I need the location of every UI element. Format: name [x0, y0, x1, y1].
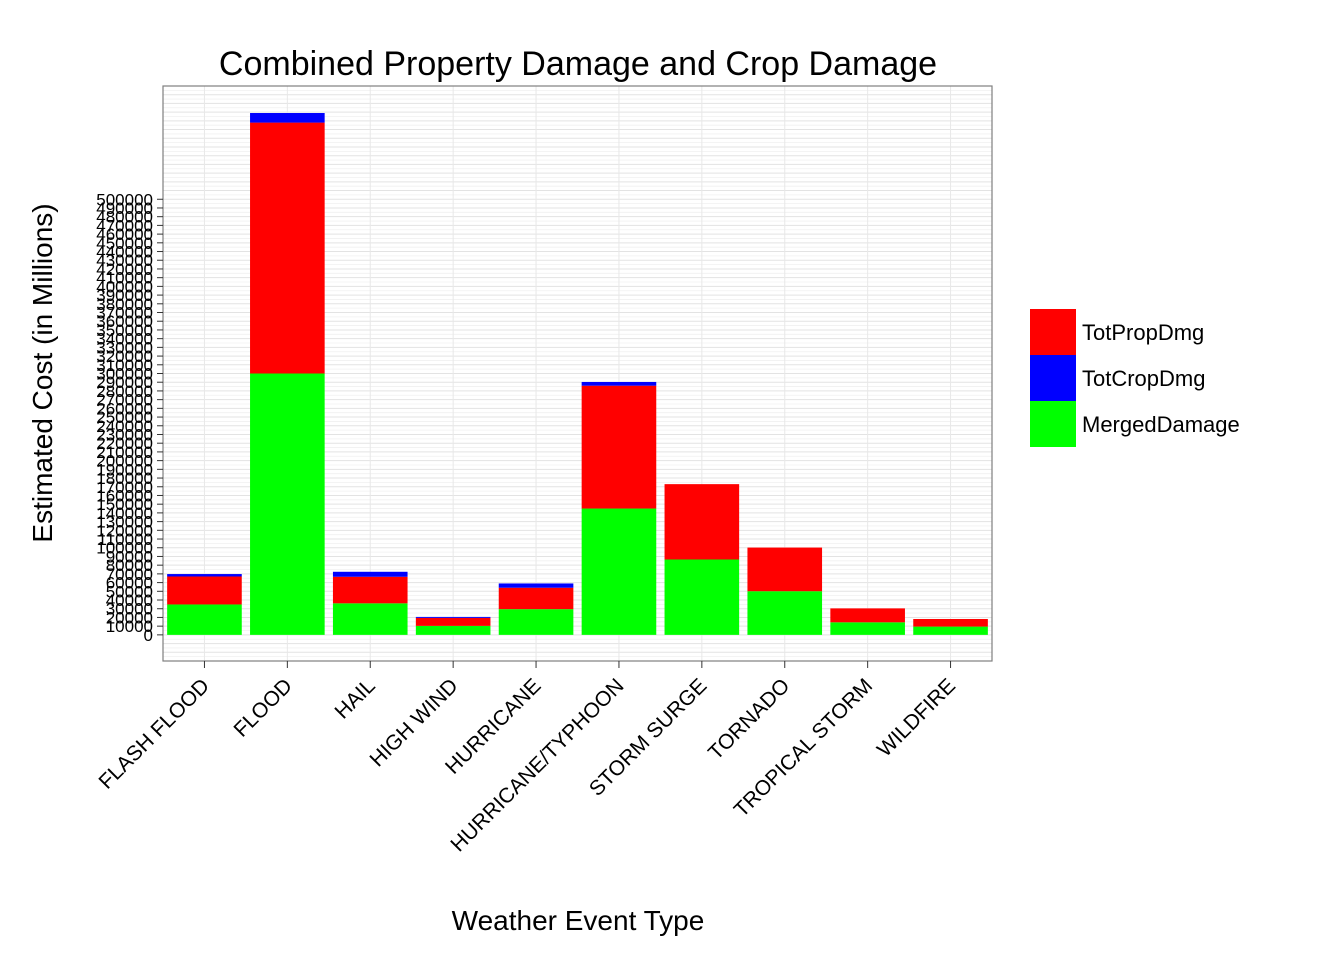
x-tick-label: HAIL [331, 674, 380, 723]
bar-totcropdmg-4 [498, 583, 574, 588]
bar-mergeddamage-5 [581, 508, 657, 635]
y-tick-label: 310000 [96, 356, 153, 375]
x-tick-label: TROPICAL STORM [730, 674, 877, 821]
y-tick-label: 480000 [96, 208, 153, 227]
y-axis: 0100002000030000400005000060000700008000… [96, 190, 163, 645]
chart-title: Combined Property Damage and Crop Damage [219, 45, 937, 83]
y-tick-label: 410000 [96, 269, 153, 288]
y-tick-label: 420000 [96, 260, 153, 279]
y-tick-label: 350000 [96, 321, 153, 340]
bars [167, 113, 988, 635]
y-tick-label: 160000 [96, 486, 153, 505]
y-tick-label: 200000 [96, 452, 153, 471]
y-tick-label: 50000 [106, 582, 153, 601]
legend-label: MergedDamage [1082, 412, 1240, 437]
legend-key [1030, 401, 1076, 447]
bar-mergeddamage-6 [664, 559, 740, 635]
y-tick-label: 60000 [106, 574, 153, 593]
y-tick-label: 460000 [96, 225, 153, 244]
y-tick-label: 70000 [106, 565, 153, 584]
bar-totpropdmg-3 [415, 617, 491, 626]
y-tick-label: 450000 [96, 234, 153, 253]
y-tick-label: 220000 [96, 434, 153, 453]
legend-key [1030, 355, 1076, 401]
y-tick-label: 260000 [96, 399, 153, 418]
bar-mergeddamage-7 [747, 591, 823, 635]
y-tick-label: 290000 [96, 373, 153, 392]
x-tick-label: HURRICANE/TYPHOON [446, 674, 628, 856]
y-tick-label: 130000 [96, 513, 153, 532]
y-tick-label: 470000 [96, 216, 153, 235]
y-tick-label: 300000 [96, 365, 153, 384]
bar-totcropdmg-1 [250, 113, 325, 123]
y-tick-label: 170000 [96, 478, 153, 497]
bar-totpropdmg-5 [581, 385, 657, 509]
y-tick-label: 250000 [96, 408, 153, 427]
y-tick-label: 240000 [96, 417, 153, 436]
y-tick-label: 0 [144, 626, 153, 645]
bar-totcropdmg-5 [581, 381, 657, 386]
x-tick-label: WILDFIRE [873, 674, 960, 761]
y-tick-label: 210000 [96, 443, 153, 462]
bar-mergeddamage-3 [415, 625, 491, 635]
y-tick-label: 280000 [96, 382, 153, 401]
x-tick-label: FLOOD [229, 674, 296, 741]
x-axis-label: Weather Event Type [452, 905, 705, 936]
x-tick-label: TORNADO [704, 674, 794, 764]
y-tick-label: 490000 [96, 199, 153, 218]
bar-totpropdmg-7 [747, 547, 823, 592]
bar-totpropdmg-8 [830, 608, 905, 623]
legend-key [1030, 309, 1076, 355]
y-tick-label: 100000 [96, 539, 153, 558]
y-tick-label: 230000 [96, 425, 153, 444]
bar-totpropdmg-6 [664, 484, 740, 560]
bar-mergeddamage-0 [167, 604, 242, 635]
y-tick-label: 330000 [96, 338, 153, 357]
y-tick-label: 500000 [96, 190, 153, 209]
y-tick-label: 380000 [96, 295, 153, 314]
bar-totpropdmg-9 [913, 619, 988, 627]
y-tick-label: 390000 [96, 286, 153, 305]
bar-totpropdmg-2 [332, 576, 408, 604]
y-tick-label: 320000 [96, 347, 153, 366]
y-tick-label: 360000 [96, 312, 153, 331]
bar-totcropdmg-0 [167, 574, 242, 577]
y-tick-label: 30000 [106, 600, 153, 619]
bar-mergeddamage-2 [332, 603, 408, 635]
y-tick-label: 270000 [96, 391, 153, 410]
y-tick-label: 150000 [96, 495, 153, 514]
y-tick-label: 370000 [96, 304, 153, 323]
bar-mergeddamage-4 [498, 609, 574, 635]
bar-mergeddamage-9 [913, 626, 988, 635]
bar-totpropdmg-1 [250, 122, 325, 374]
y-tick-label: 110000 [98, 530, 153, 549]
legend-label: TotPropDmg [1082, 320, 1204, 345]
y-tick-label: 140000 [96, 504, 153, 523]
y-axis-label: Estimated Cost (in Millions) [27, 203, 58, 542]
y-tick-label: 340000 [96, 330, 153, 349]
y-tick-label: 190000 [96, 460, 153, 479]
legend: TotPropDmg TotCropDmg MergedDamage [1030, 309, 1240, 447]
bar-totpropdmg-0 [167, 576, 242, 605]
y-tick-label: 120000 [96, 521, 153, 540]
legend-label: TotCropDmg [1082, 366, 1205, 391]
y-tick-label: 80000 [106, 556, 153, 575]
x-tick-label: FLASH FLOOD [95, 674, 214, 793]
bar-mergeddamage-8 [830, 622, 905, 635]
bar-totcropdmg-3 [415, 616, 491, 618]
y-tick-label: 400000 [96, 277, 153, 296]
y-tick-label: 180000 [96, 469, 153, 488]
y-tick-label: 10000 [106, 617, 153, 636]
bar-totpropdmg-4 [498, 587, 574, 610]
y-tick-label: 90000 [106, 547, 153, 566]
bar-totcropdmg-2 [332, 571, 408, 577]
y-tick-label: 20000 [106, 608, 153, 627]
y-tick-label: 440000 [96, 243, 153, 262]
y-tick-label: 40000 [106, 591, 153, 610]
bar-mergeddamage-1 [250, 373, 325, 635]
y-tick-label: 430000 [96, 251, 153, 270]
